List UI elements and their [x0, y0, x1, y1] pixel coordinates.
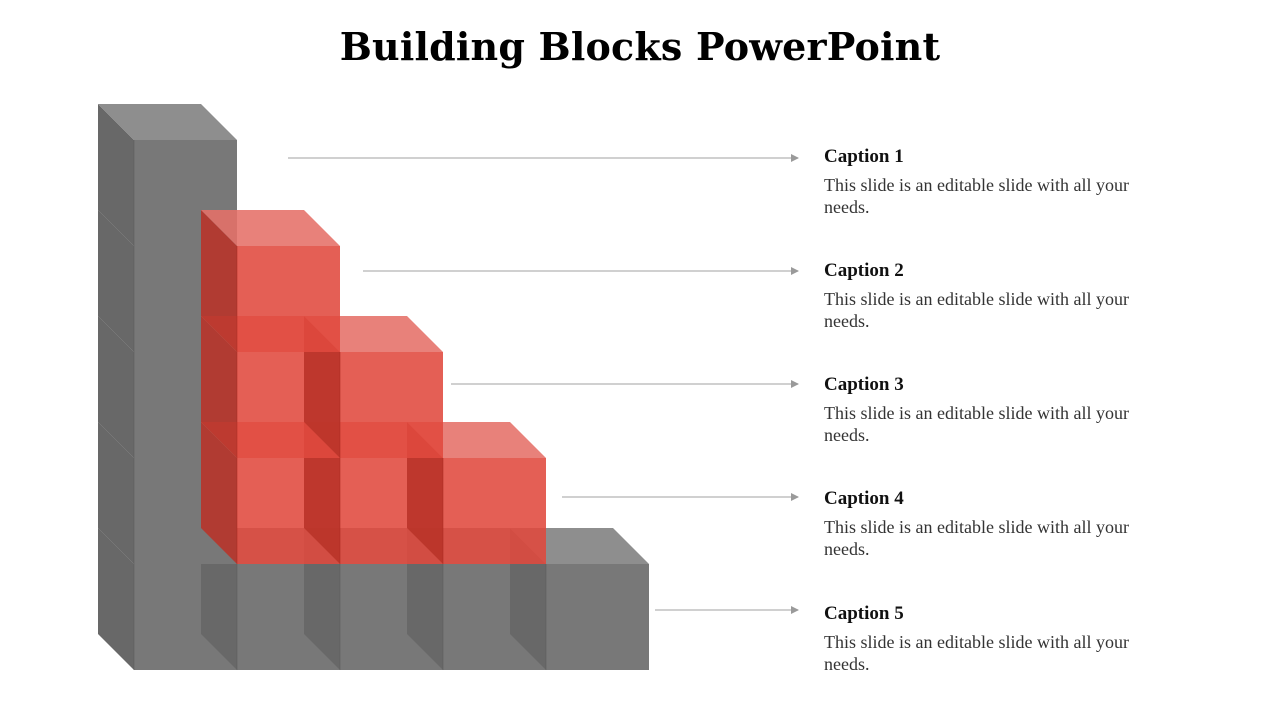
caption-title: Caption 4: [824, 488, 904, 509]
red-block-14-front: [237, 246, 340, 352]
red-block-14-top: [201, 210, 340, 246]
gray-block-0-side: [98, 528, 134, 670]
gray-block-8-top: [98, 104, 237, 140]
red-block-13-front: [340, 352, 443, 458]
slide-title: Building Blocks PowerPoint: [339, 24, 941, 69]
red-block-12-side: [201, 316, 237, 458]
gray-block-6-side: [98, 316, 134, 458]
gray-block-5-side: [98, 422, 134, 564]
caption-title: Caption 5: [824, 603, 904, 624]
caption-text: This slide is an editable slide with all…: [824, 517, 1129, 559]
caption-block-1: Caption 1 This slide is an editable slid…: [824, 146, 1184, 218]
gray-block-4-front: [546, 564, 649, 670]
caption-title: Caption 2: [824, 260, 904, 281]
red-block-14-side: [201, 210, 237, 352]
caption-text: This slide is an editable slide with all…: [824, 632, 1129, 674]
caption-block-5: Caption 5 This slide is an editable slid…: [824, 603, 1184, 675]
caption-block-3: Caption 3 This slide is an editable slid…: [824, 374, 1184, 446]
red-block-9-side: [201, 422, 237, 564]
caption-text: This slide is an editable slide with all…: [824, 175, 1129, 217]
caption-title: Caption 3: [824, 374, 904, 395]
caption-title: Caption 1: [824, 146, 904, 167]
caption-block-4: Caption 4 This slide is an editable slid…: [824, 488, 1184, 560]
caption-block-2: Caption 2 This slide is an editable slid…: [824, 260, 1184, 332]
caption-text: This slide is an editable slide with all…: [824, 403, 1129, 445]
caption-text: This slide is an editable slide with all…: [824, 289, 1129, 331]
gray-block-7-side: [98, 210, 134, 352]
gray-block-8-side: [98, 104, 134, 246]
red-block-11-front: [443, 458, 546, 564]
